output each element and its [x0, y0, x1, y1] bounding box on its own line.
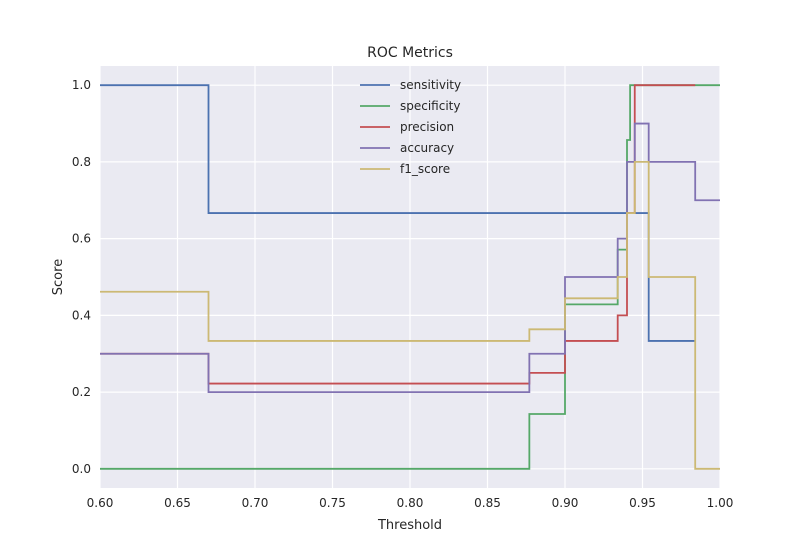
legend-label: specificity: [400, 99, 460, 113]
chart-title: ROC Metrics: [367, 45, 453, 61]
y-tick-label: 0.2: [72, 385, 91, 399]
legend-label: precision: [400, 120, 454, 134]
x-tick-label: 0.80: [397, 496, 424, 510]
y-tick-label: 1.0: [72, 78, 91, 92]
x-tick-label: 0.75: [319, 496, 346, 510]
x-tick-label: 0.90: [552, 496, 579, 510]
y-tick-label: 0.4: [72, 308, 91, 322]
series-line-accuracy: [100, 122, 720, 393]
x-tick-label: 0.95: [629, 496, 656, 510]
series-lines: [100, 84, 720, 470]
x-tick-label: 0.60: [87, 496, 114, 510]
legend-label: accuracy: [400, 141, 454, 155]
y-tick-label: 0.0: [72, 462, 91, 476]
x-axis-label: Threshold: [377, 518, 442, 533]
legend: sensitivity specificity precision accuracy f…: [360, 78, 461, 176]
tick-labels: 0.60 0.65 0.70 0.75 0.80 0.85 0.90 0.95 1.00 0.0 0…: [72, 78, 733, 510]
series-line-sensitivity: [100, 84, 696, 342]
x-tick-label: 0.85: [474, 496, 501, 510]
x-tick-label: 0.65: [164, 496, 191, 510]
y-axis-label: Score: [51, 259, 66, 295]
x-tick-label: 0.70: [242, 496, 269, 510]
series-line-f1_score: [100, 161, 720, 470]
x-tick-label: 1.00: [707, 496, 734, 510]
y-tick-label: 0.8: [72, 155, 91, 169]
legend-label: f1_score: [400, 162, 450, 176]
y-tick-label: 0.6: [72, 232, 91, 246]
legend-label: sensitivity: [400, 78, 461, 92]
